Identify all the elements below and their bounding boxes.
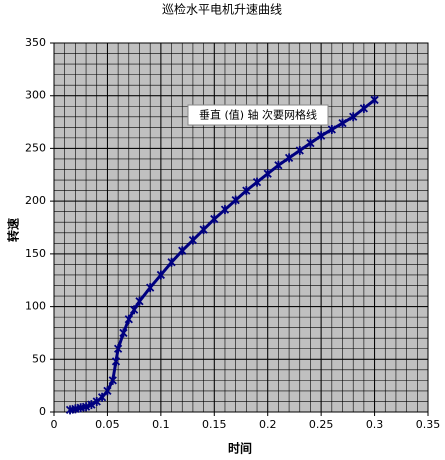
y-tick-label: 350: [25, 36, 46, 49]
marker: [317, 131, 326, 141]
x-tick-label: 0.15: [202, 418, 227, 431]
marker: [295, 146, 304, 156]
x-tick-label: 0.05: [95, 418, 120, 431]
marker: [284, 153, 294, 163]
marker: [135, 296, 144, 306]
marker: [220, 205, 230, 215]
y-axis-label: 转速: [6, 218, 21, 242]
x-tick-label: 0.2: [259, 418, 277, 431]
marker: [252, 177, 262, 187]
marker: [108, 375, 117, 385]
marker: [370, 95, 379, 105]
marker: [306, 138, 315, 148]
marker: [210, 214, 219, 224]
marker: [87, 400, 96, 410]
marker: [167, 257, 176, 267]
tooltip: 垂直 (值) 轴 次要网格线: [187, 104, 329, 126]
marker: [124, 314, 133, 324]
marker: [130, 305, 139, 315]
y-tick-label: 50: [32, 352, 46, 365]
y-tick-label: 150: [25, 247, 46, 260]
marker: [97, 392, 107, 402]
tooltip-box: [187, 104, 329, 126]
marker: [178, 246, 187, 256]
marker: [156, 270, 165, 280]
y-tick-label: 0: [39, 405, 46, 418]
marker: [242, 186, 251, 196]
marker: [327, 124, 336, 134]
y-tick-label: 300: [25, 89, 46, 102]
tooltip-text: 垂直 (值) 轴 次要网格线: [199, 108, 317, 122]
marker: [231, 195, 240, 205]
marker: [81, 402, 91, 412]
x-tick-label: 0.35: [416, 418, 441, 431]
y-tick-label: 100: [25, 300, 46, 313]
marker: [188, 235, 198, 245]
x-tick-label: 0.25: [309, 418, 334, 431]
x-axis-label: 时间: [228, 441, 252, 456]
marker: [338, 118, 347, 128]
marker: [111, 356, 121, 366]
marker: [103, 386, 112, 396]
marker: [199, 225, 208, 235]
plot-border: [53, 42, 429, 413]
marker: [263, 169, 272, 179]
marker: [274, 160, 283, 170]
marker: [146, 283, 155, 293]
marker: [113, 344, 123, 354]
x-tick-label: 0.1: [152, 418, 170, 431]
marker: [349, 112, 358, 122]
x-tick-label: 0: [51, 418, 58, 431]
x-tick-label: 0.3: [366, 418, 384, 431]
marker: [359, 103, 369, 113]
chart-title: 巡检水平电机升速曲线: [162, 2, 282, 17]
marker: [119, 328, 128, 338]
y-tick-label: 250: [25, 141, 46, 154]
y-tick-label: 200: [25, 194, 46, 207]
